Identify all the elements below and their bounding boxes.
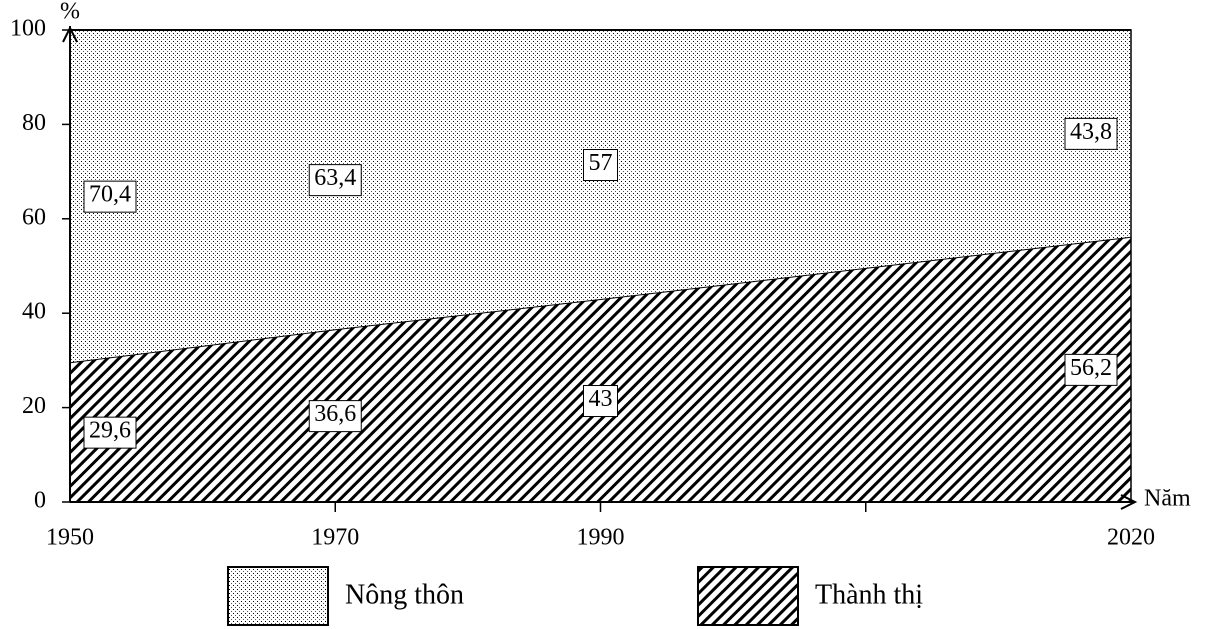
x-tick-label: 1950 (46, 525, 94, 551)
value-label-text: 70,4 (89, 182, 131, 208)
value-label-text: 56,2 (1070, 355, 1112, 381)
value-label-text: 29,6 (89, 418, 131, 444)
x-tick-label: 2020 (1107, 525, 1155, 551)
area (70, 236, 1131, 502)
y-axis-arrow (62, 25, 78, 43)
value-label-box (308, 164, 362, 197)
x-axis-label: Năm (1144, 486, 1191, 512)
legend-label: Nông thôn (345, 579, 464, 610)
value-label-box (83, 180, 137, 213)
y-tick-label: 60 (22, 204, 46, 230)
x-axis-arrow (1120, 494, 1138, 510)
value-label-box (583, 149, 618, 182)
value-label: 70,4 (83, 180, 137, 213)
x-tick-label: 1970 (311, 525, 359, 551)
value-label: 63,4 (308, 164, 362, 197)
y-tick-label: 20 (22, 393, 46, 419)
value-label-box (1064, 117, 1118, 150)
x-tick-label: 1990 (577, 525, 625, 551)
value-label: 56,2 (1064, 353, 1118, 386)
plot-frame (70, 29, 1132, 502)
legend-swatch (697, 566, 799, 626)
value-label-box (308, 400, 362, 433)
value-label-text: 36,6 (314, 401, 356, 427)
value-label-box (83, 416, 137, 449)
value-label-box (1064, 353, 1118, 386)
area (70, 30, 1131, 363)
y-tick-label: 80 (22, 110, 46, 136)
y-tick-label: 0 (34, 488, 46, 514)
value-label-text: 63,4 (314, 165, 356, 191)
legend-label: Thành thị (815, 579, 923, 610)
value-label: 57 (583, 149, 618, 182)
value-label: 43 (583, 385, 618, 418)
value-label: 29,6 (83, 416, 137, 449)
y-tick-label: 40 (22, 299, 46, 325)
legend-swatch (227, 566, 329, 626)
value-label-box (583, 385, 618, 418)
y-axis-label: % (60, 0, 80, 25)
value-label-text: 57 (589, 150, 613, 176)
value-label-text: 43 (589, 386, 613, 412)
value-label: 36,6 (308, 400, 362, 433)
value-label-text: 43,8 (1070, 119, 1112, 145)
value-label: 43,8 (1064, 117, 1118, 150)
y-tick-label: 100 (10, 16, 46, 42)
